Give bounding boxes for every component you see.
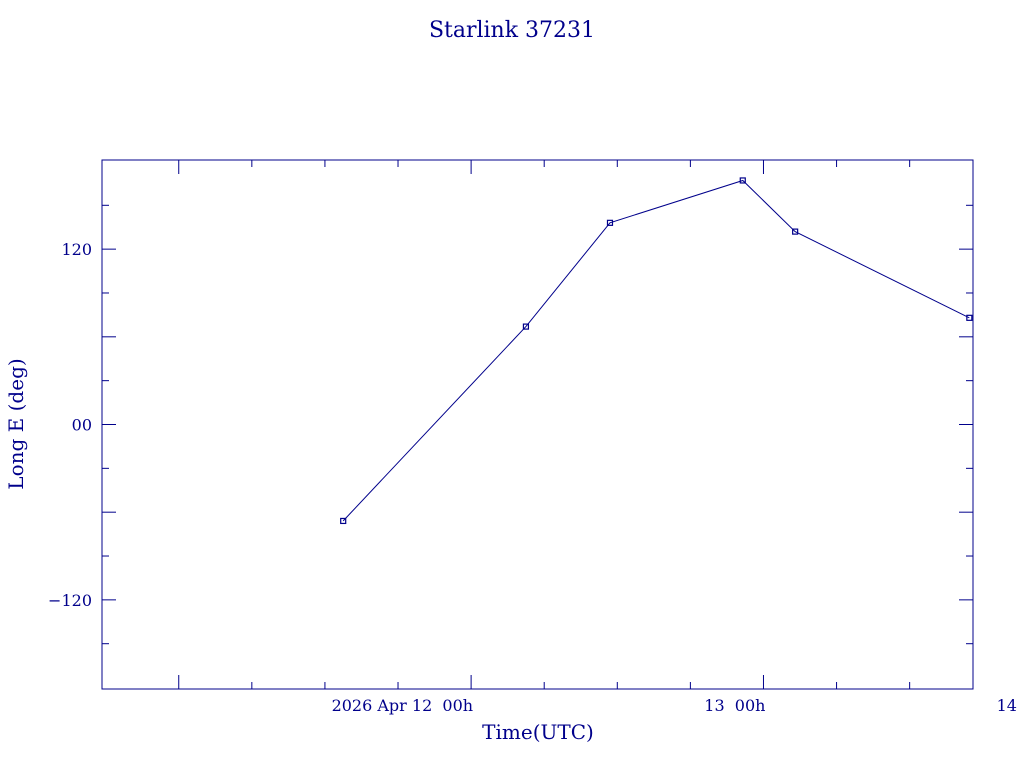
x-tick-label: 14 00h [997, 696, 1024, 715]
data-series [340, 177, 973, 525]
chart-title: Starlink 37231 [429, 18, 595, 43]
y-tick-label: 120 [61, 240, 92, 259]
x-tick-label: 2026 Apr 12 00h [332, 696, 474, 715]
data-point [340, 517, 347, 525]
data-point [739, 177, 746, 184]
y-tick-label: −120 [48, 591, 92, 610]
axis-ticks [102, 160, 973, 689]
y-tick-label: 00 [72, 416, 92, 435]
data-point [606, 219, 614, 226]
x-tick-label: 13 00h [704, 696, 765, 715]
data-point [522, 323, 530, 330]
data-point [792, 228, 799, 235]
series-line [342, 179, 970, 522]
x-axis-label: Time(UTC) [482, 720, 594, 744]
data-point [966, 314, 973, 321]
plot-frame [101, 159, 974, 690]
tick-labels: 120 00 −120 2026 Apr 12 00h 13 00h 14 00h [48, 240, 1024, 715]
y-axis-label: Long E (deg) [4, 358, 28, 489]
